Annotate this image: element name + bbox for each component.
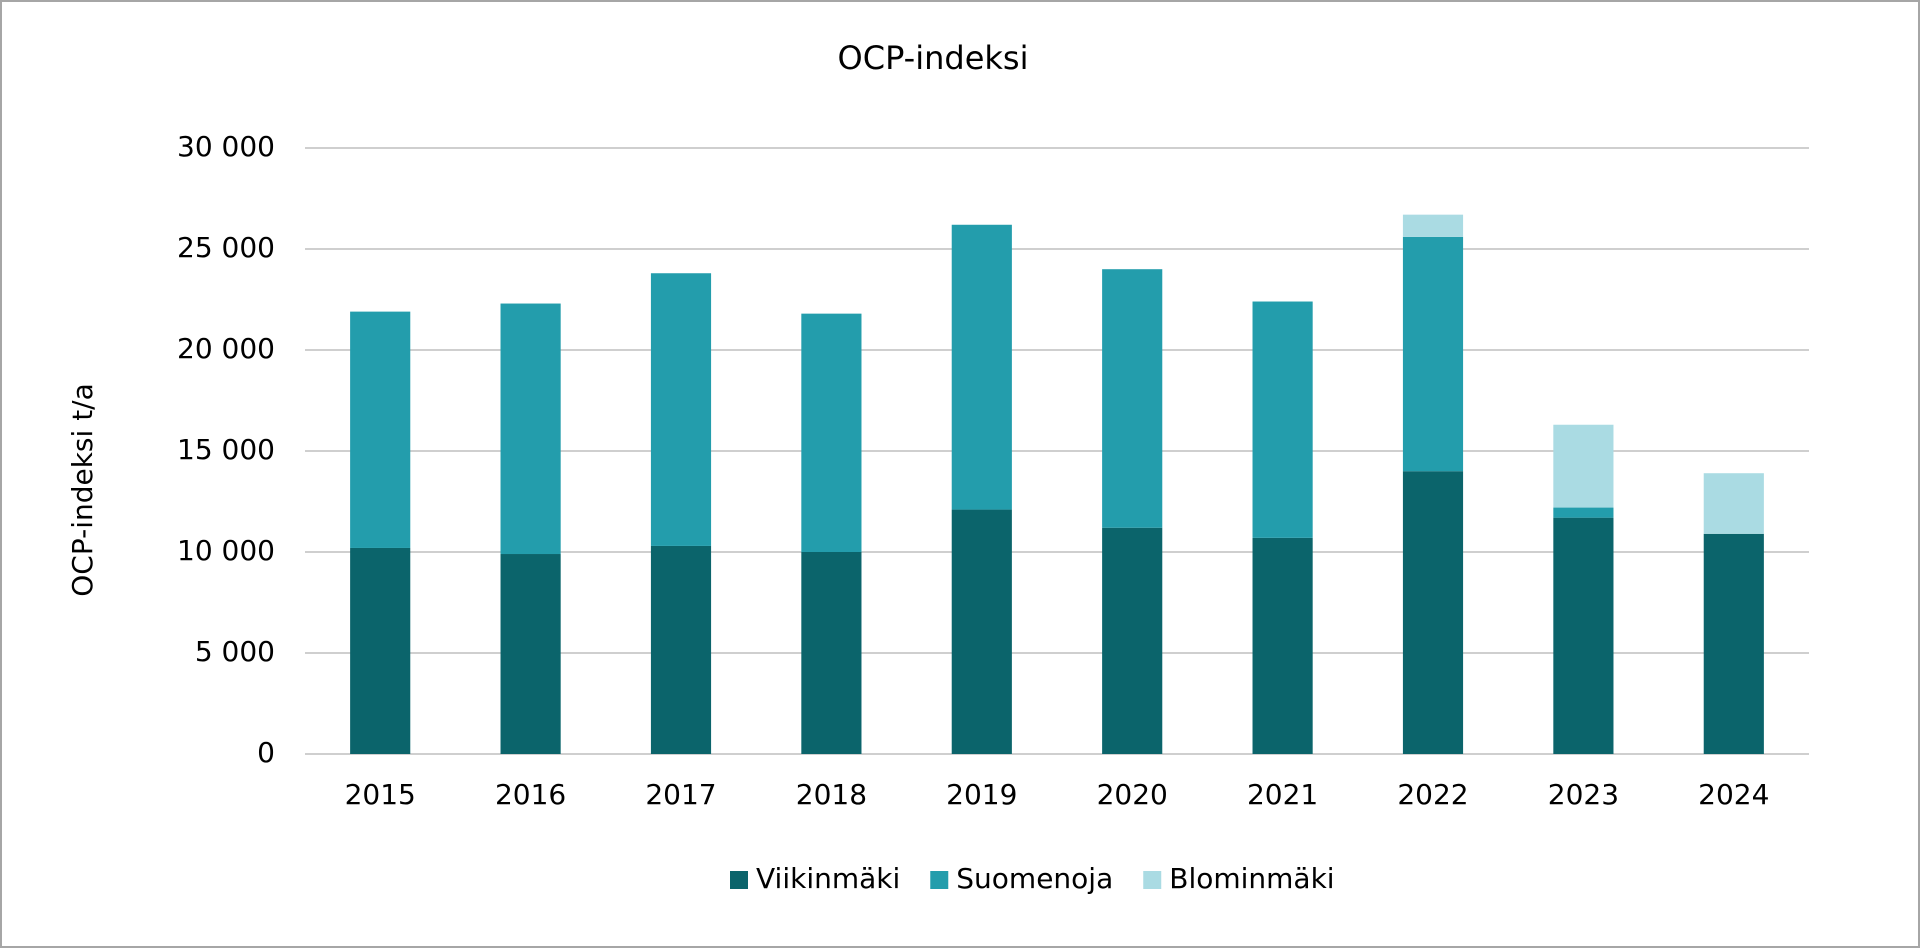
bar-segment — [650, 545, 712, 754]
y-tick-label: 20 000 — [177, 332, 275, 365]
bar-segment — [951, 224, 1012, 510]
y-tick-label: 5 000 — [195, 635, 275, 668]
bar-segment — [951, 509, 1012, 754]
legend-label: Suomenoja — [956, 862, 1113, 895]
bar-segment — [500, 554, 561, 754]
bar-segment — [1402, 471, 1464, 754]
bar-segment — [1703, 533, 1764, 754]
bar-segment — [1703, 473, 1764, 534]
x-tick-label: 2024 — [1698, 778, 1769, 811]
legend-swatch — [730, 871, 748, 889]
legend-label: Viikinmäki — [756, 862, 900, 895]
y-tick-label: 15 000 — [177, 433, 275, 466]
bar-segment — [1402, 236, 1464, 472]
x-tick-label: 2022 — [1397, 778, 1468, 811]
bar-segment — [1252, 537, 1313, 754]
x-tick-label: 2018 — [796, 778, 867, 811]
bar-segment — [350, 311, 411, 548]
x-tick-label: 2016 — [495, 778, 566, 811]
bar-segment — [1553, 424, 1614, 508]
x-tick-label: 2019 — [946, 778, 1017, 811]
x-tick-label: 2015 — [345, 778, 416, 811]
bar-segment — [650, 273, 712, 546]
legend-swatch — [1143, 871, 1162, 889]
y-tick-label: 30 000 — [177, 130, 275, 163]
x-tick-label: 2021 — [1247, 778, 1318, 811]
legend-swatch — [930, 871, 949, 889]
y-tick-label: 0 — [257, 736, 275, 769]
bar-segment — [801, 552, 862, 754]
x-tick-label: 2017 — [645, 778, 716, 811]
x-tick-label: 2023 — [1548, 778, 1619, 811]
x-tick-label: 2020 — [1097, 778, 1168, 811]
bar-segment — [1102, 269, 1163, 528]
bar-segment — [1252, 301, 1313, 538]
bar-segment — [500, 303, 561, 555]
bar-segment — [801, 313, 862, 552]
bar-segment — [1553, 517, 1614, 754]
bar-segment — [1402, 214, 1464, 237]
legend-label: Blominmäki — [1169, 862, 1334, 895]
y-tick-label: 10 000 — [177, 534, 275, 567]
bar-segment — [350, 547, 411, 754]
bar-segment — [1102, 527, 1163, 754]
y-tick-label: 25 000 — [177, 231, 275, 264]
bar-segment — [1553, 507, 1614, 518]
y-axis-label: OCP-indeksi t/a — [66, 383, 99, 597]
chart-title: OCP-indeksi — [838, 39, 1029, 77]
